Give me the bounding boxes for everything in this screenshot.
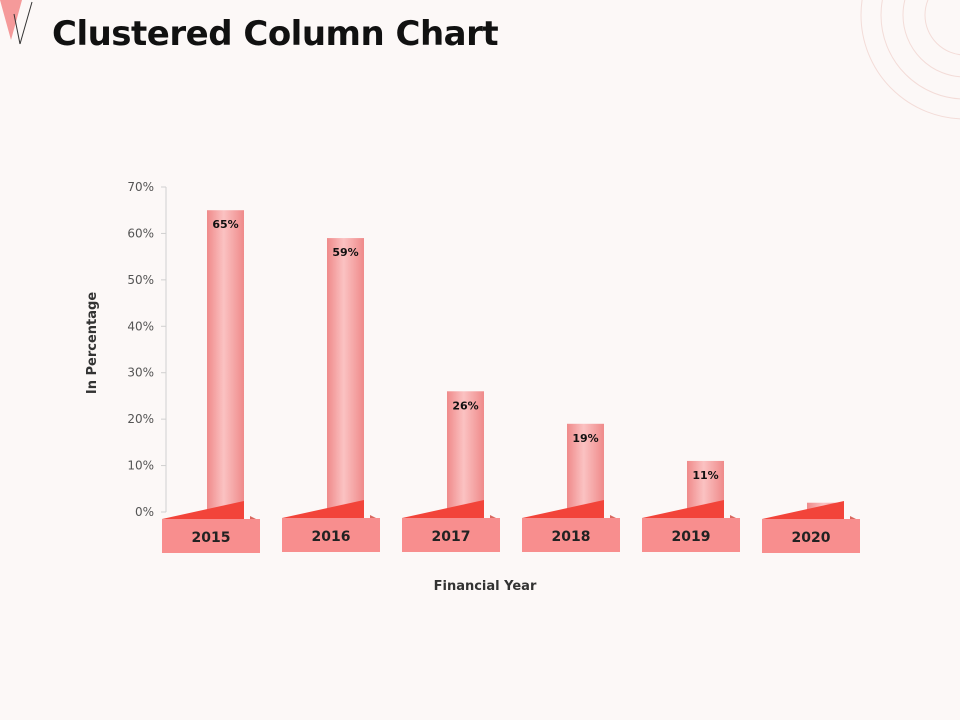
page-title: Clustered Column Chart xyxy=(52,14,499,54)
ribbon-wedge xyxy=(402,500,484,518)
ribbon-wedge xyxy=(642,500,724,518)
category-label: 2020 xyxy=(792,530,831,546)
category-label: 2019 xyxy=(672,529,711,545)
y-tick-label: 30% xyxy=(127,366,154,380)
ribbon-wedge xyxy=(522,500,604,518)
category-ribbon xyxy=(522,518,620,552)
category-label: 2016 xyxy=(312,529,351,545)
category-label: 2018 xyxy=(552,529,591,545)
bar-value-label: 19% xyxy=(572,432,598,445)
y-tick-label: 10% xyxy=(127,459,154,473)
category-ribbon xyxy=(642,518,740,552)
x-axis-title: Financial Year xyxy=(434,579,537,594)
category-label: 2015 xyxy=(192,530,231,546)
y-tick-label: 50% xyxy=(127,273,154,287)
category-ribbon xyxy=(762,519,860,553)
ribbon-wedge xyxy=(282,500,364,518)
bar-value-label: 26% xyxy=(452,399,478,412)
y-tick-label: 70% xyxy=(127,180,154,194)
bar xyxy=(207,210,244,518)
y-tick-label: 20% xyxy=(127,412,154,426)
ribbon-wedge xyxy=(762,501,844,519)
concentric-arcs-decoration xyxy=(860,0,960,120)
bar-value-label: 59% xyxy=(332,246,358,259)
bar xyxy=(327,238,364,519)
bar-value-label: 11% xyxy=(692,469,718,482)
bar xyxy=(447,391,484,518)
category-label: 2017 xyxy=(432,529,471,545)
y-tick-label: 60% xyxy=(127,226,154,240)
category-ribbon xyxy=(282,518,380,552)
y-axis-title: In Percentage xyxy=(85,292,100,394)
y-tick-label: 0% xyxy=(135,505,154,519)
category-ribbon xyxy=(402,518,500,552)
corner-triangle-decoration xyxy=(0,0,33,45)
category-ribbon xyxy=(162,519,260,553)
ribbon-wedge xyxy=(162,501,244,519)
bar-value-label: 65% xyxy=(212,218,238,231)
y-tick-label: 40% xyxy=(127,319,154,333)
